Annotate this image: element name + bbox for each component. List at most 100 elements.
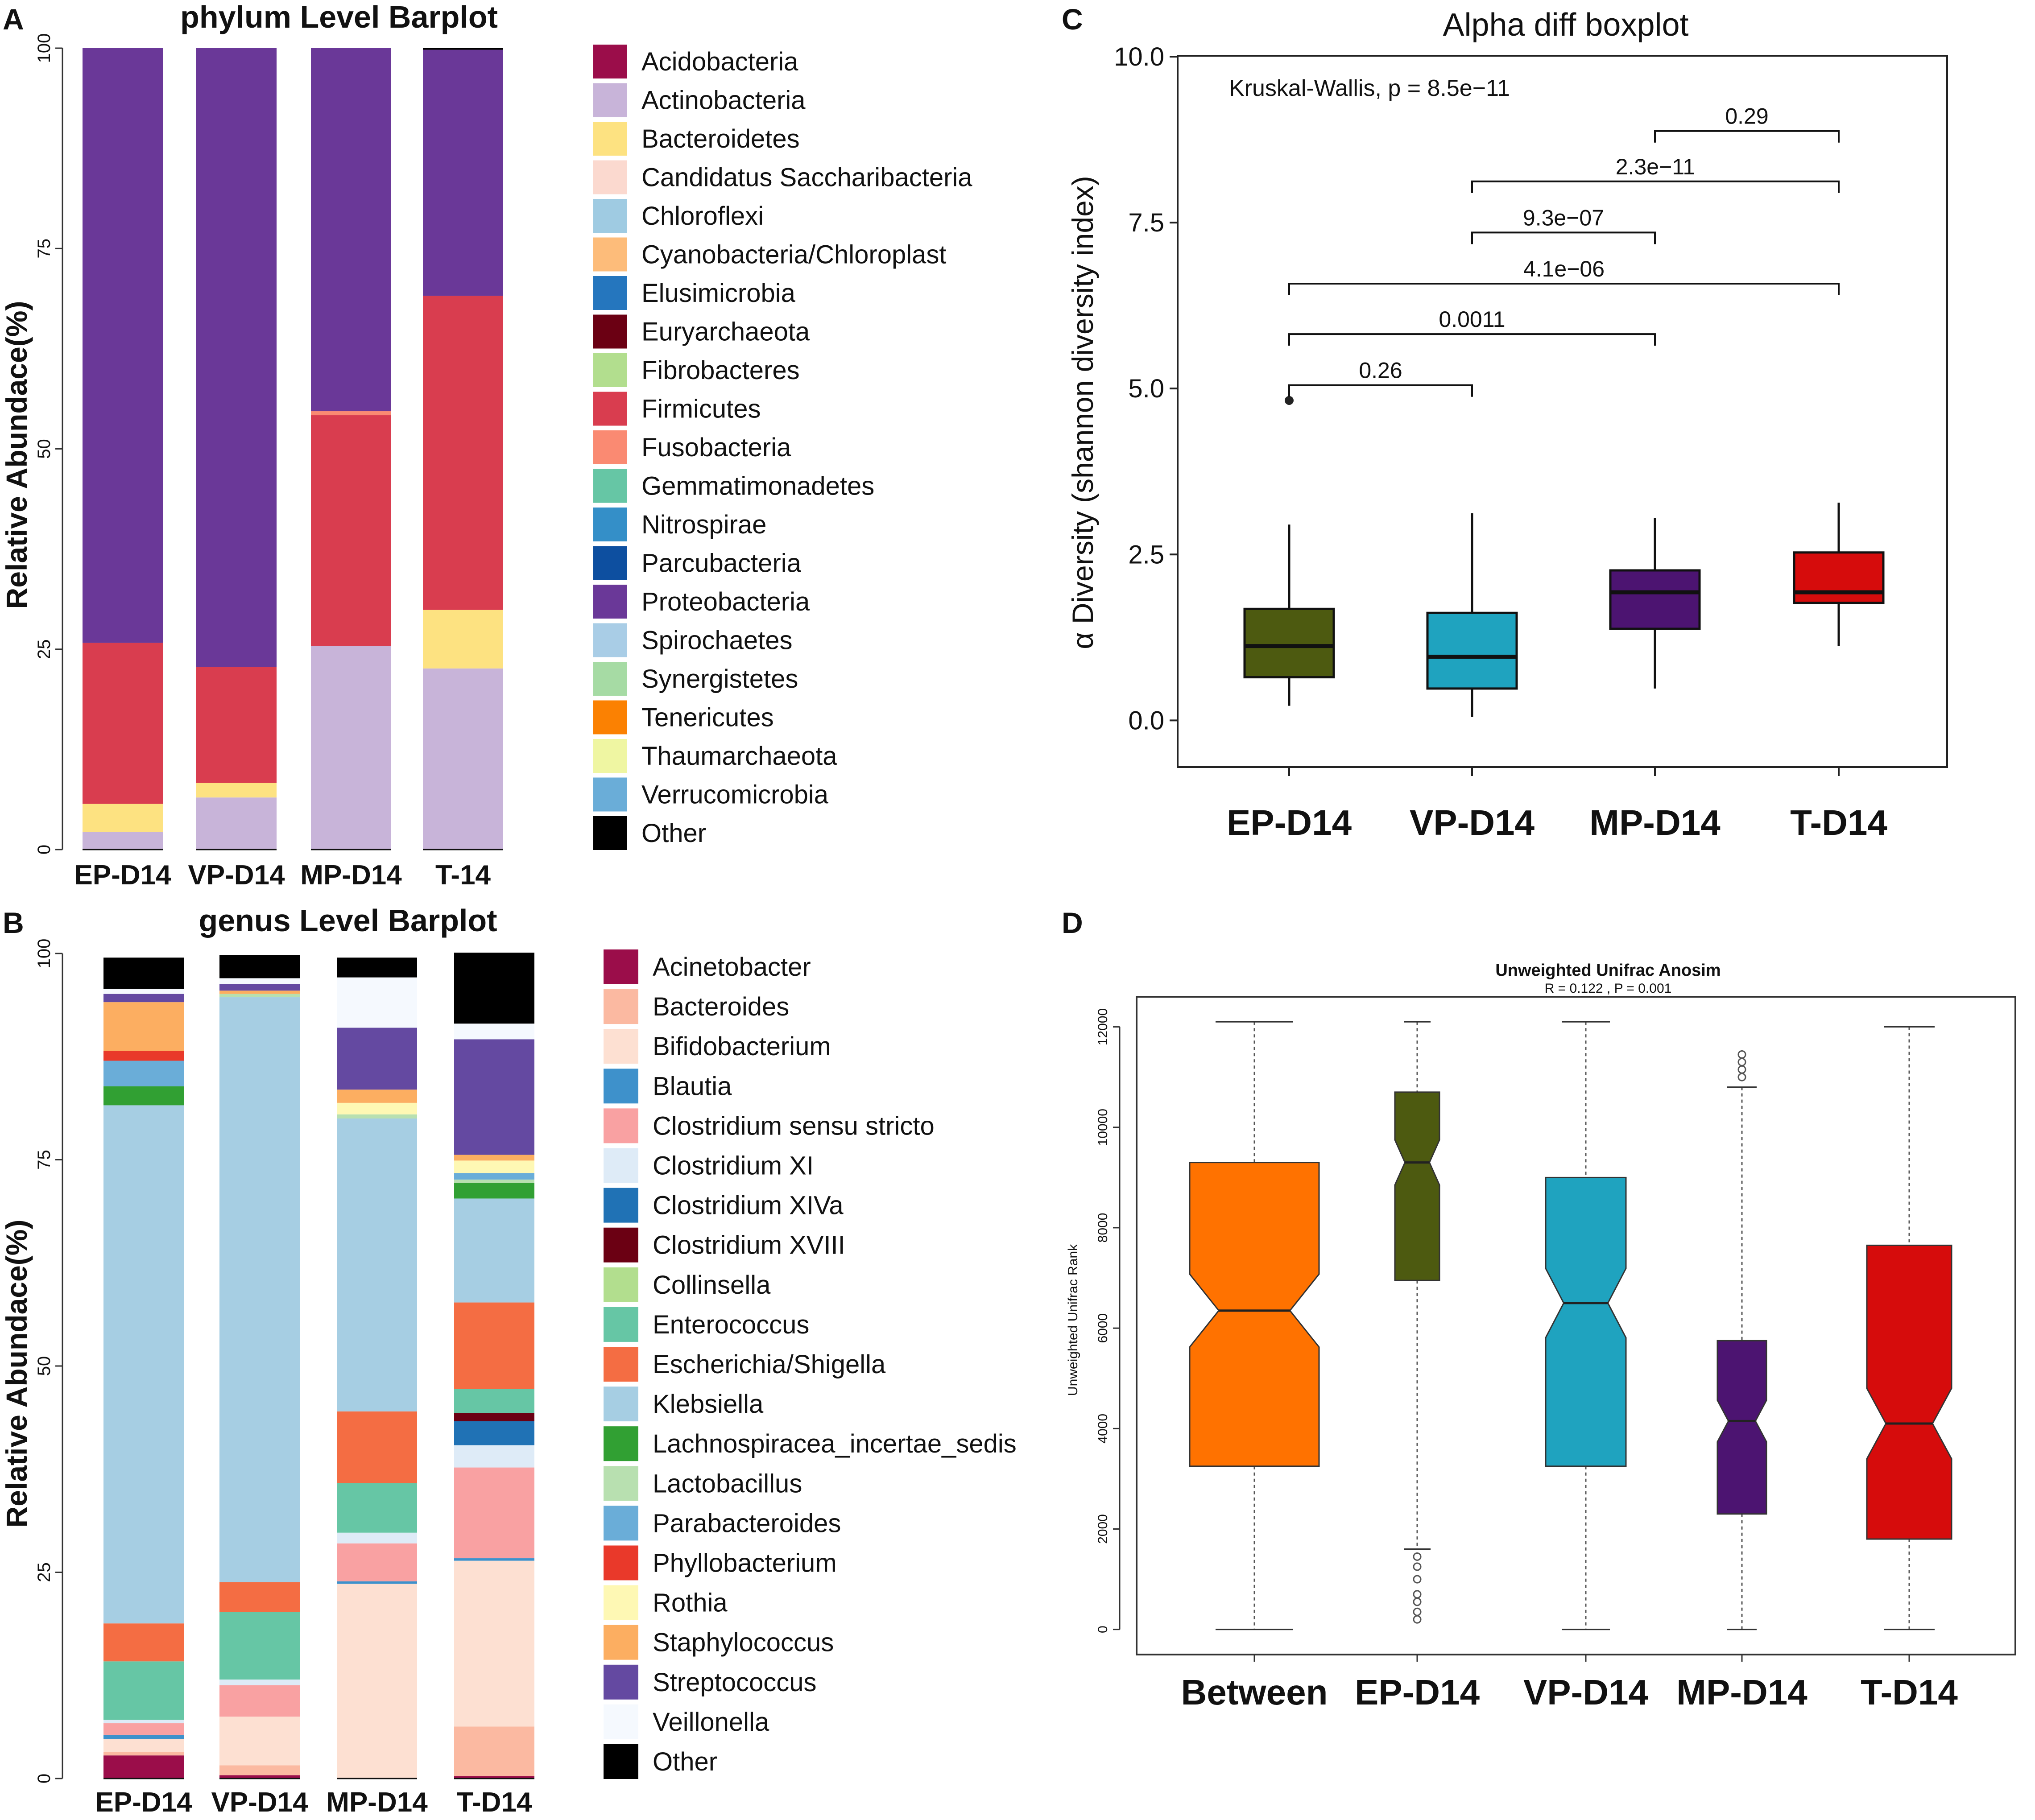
panelB-bar-vp-d14-other (219, 955, 300, 978)
panel-d-outlier-mp-d14 (1737, 1050, 1746, 1059)
panelA-y-tick-label: 50 (34, 439, 54, 459)
panel-c-box-vp-d14 (1426, 611, 1518, 690)
panel-d-x-label-vp-d14: VP-D14 (1523, 1672, 1649, 1712)
panel-d-outlier-ep-d14 (1413, 1552, 1422, 1561)
panel-c-x-label-t-d14: T-D14 (1790, 803, 1887, 842)
panel-d-label: D (1062, 906, 1083, 939)
panelB-bar-ep-d14-enterococcus (103, 1661, 184, 1720)
panelA-legend-label-fusobacteria: Fusobacteria (641, 433, 791, 462)
panelB-bar-mp-d14-other (337, 957, 417, 978)
panelB-legend-swatch-other (604, 1744, 638, 1779)
panelB-bar-mp-d14-bifidobacterium (337, 1584, 417, 1779)
panel-c-bracket-mp-d14-t-d14 (1654, 130, 1840, 143)
panel-c-pvalue-ep-d14-mp-d14: 0.0011 (1439, 307, 1505, 332)
panelB-legend-label-rothia: Rothia (653, 1589, 728, 1618)
panelB-legend-label-clostridium-xiva: Clostridium XIVa (653, 1191, 844, 1220)
panelA-legend-label-spirochaetes: Spirochaetes (641, 626, 793, 655)
panelA-bar-ep-d14-bacteroidetes (83, 804, 163, 832)
panelB-legend-swatch-clostridium-xiva (604, 1188, 638, 1223)
panelB-bar-t-d14-rothia (454, 1160, 534, 1173)
panel-d-ylabel: Unweighted Unifrac Rank (1066, 1244, 1080, 1396)
panel-d-box-t-d14 (1866, 1244, 1952, 1540)
panelB-bar-mp-d14-clostridium-xi (337, 1532, 417, 1543)
panelA-legend-label-firmicutes: Firmicutes (641, 395, 761, 424)
panel-b-bars (103, 953, 534, 1779)
panel-d-y-tick-label: 0 (1096, 1626, 1110, 1633)
panelB-bar-mp-d14-veillonella (337, 977, 417, 1028)
panel-d-title: Unweighted Unifrac Anosim (1495, 961, 1721, 980)
panelB-legend-swatch-phyllobacterium (604, 1545, 638, 1581)
panelB-bar-mp-d14-streptococcus (337, 1028, 417, 1090)
panel-c-plot-frame (1177, 55, 1948, 768)
panelB-bar-ep-d14-escherichia-shigella (103, 1623, 184, 1662)
panelB-x-label-vp-d14: VP-D14 (211, 1787, 308, 1818)
panel-c-comparisons: 0.26 0.0011 4.1e−06 9.3e−07 2.3e−11 0.29 (1288, 104, 1840, 397)
panel-c-pvalue-vp-d14-t-d14: 2.3e−11 (1616, 154, 1695, 179)
panelA-legend-label-thaumarchaeota: Thaumarchaeota (641, 742, 837, 771)
panelB-bar-t-d14-klebsiella (454, 1198, 534, 1303)
panelA-legend-swatch-synergistetes (593, 662, 627, 696)
panel-c-y-tick-label: 10.0 (1114, 42, 1164, 71)
panelA-bar-t-14-proteobacteria (423, 50, 503, 296)
panelA-legend-swatch-nitrospirae (593, 508, 627, 541)
panelB-y-tick-label: 75 (34, 1150, 54, 1170)
panelA-legend-swatch-elusimicrobia (593, 276, 627, 310)
panelB-bar-ep-d14-phyllobacterium (103, 1051, 184, 1061)
panel-a-label: A (3, 3, 24, 36)
panel-d-y-axis: 0 2000 4000 6000 8000 10000 12000 (1096, 1008, 1121, 1633)
panelA-legend-swatch-spirochaetes (593, 623, 627, 657)
panelB-bar-t-d14-lachnospiracea-incertae-sedis (454, 1183, 534, 1199)
panelA-y-tick-label: 75 (34, 239, 54, 259)
panelB-bar-t-d14-enterococcus (454, 1389, 534, 1413)
panelB-bar-vp-d14-streptococcus (219, 984, 300, 991)
panel-c-pvalue-mp-d14-t-d14: 0.29 (1725, 104, 1768, 129)
panelB-bar-ep-d14-lachnospiracea-incertae-sedis (103, 1086, 184, 1106)
panelB-bar-ep-d14-blautia (103, 1734, 184, 1739)
panelA-legend-label-cyanobacteria-chloroplast: Cyanobacteria/Chloroplast (641, 240, 946, 269)
panelB-bar-t-d14-escherichia-shigella (454, 1302, 534, 1389)
panelA-legend-label-verrucomicrobia: Verrucomicrobia (641, 780, 829, 809)
panel-c-title: Alpha diff boxplot (1443, 7, 1688, 43)
panelA-legend-swatch-gemmatimonadetes (593, 469, 627, 503)
panel-c-y-tick-label: 0.0 (1128, 706, 1164, 735)
panelA-x-label-t-14: T-14 (435, 860, 491, 891)
panel-d-x-label-ep-d14: EP-D14 (1355, 1672, 1480, 1712)
panel-c-y-axis: 0.0 2.5 5.0 7.5 10.0 (1114, 42, 1178, 735)
panelB-legend-label-parabacteroides: Parabacteroides (653, 1509, 841, 1538)
panelB-legend-swatch-bifidobacterium (604, 1029, 638, 1064)
panel-c-x-axis: EP-D14 VP-D14 MP-D14 T-D14 (1227, 767, 1887, 842)
panelA-bar-ep-d14-actinobacteria (83, 832, 163, 850)
panel-a-ylabel: Relative Abundace(%) (0, 301, 33, 609)
panelB-legend-swatch-parabacteroides (604, 1506, 638, 1541)
panel-b-ylabel: Relative Abundace(%) (0, 1220, 33, 1528)
panelA-x-label-vp-d14: VP-D14 (188, 860, 285, 891)
panel-d-y-tick-label: 8000 (1096, 1213, 1110, 1243)
panel-c-bracket-ep-d14-vp-d14 (1288, 384, 1473, 397)
panelA-legend-label-gemmatimonadetes: Gemmatimonadetes (641, 472, 874, 501)
panelA-legend-swatch-firmicutes (593, 392, 627, 426)
panelB-bar-t-d14-staphylococcus (454, 1155, 534, 1161)
panel-d-y-tick-label: 10000 (1096, 1109, 1110, 1146)
panel-c-y-tick-label: 7.5 (1128, 208, 1164, 237)
panelA-bar-mp-d14-actinobacteria (311, 646, 391, 850)
panelB-bar-t-d14-acinetobacter (454, 1776, 534, 1779)
panelB-legend-swatch-klebsiella (604, 1387, 638, 1422)
panelA-legend-swatch-fusobacteria (593, 430, 627, 464)
panel-d-x-label-t-d14: T-D14 (1861, 1672, 1958, 1712)
panelA-legend-swatch-parcubacteria (593, 546, 627, 580)
panelB-bar-t-d14-bacteroides (454, 1726, 534, 1776)
panel-c-alpha-boxplot: C Alpha diff boxplot Kruskal-Wallis, p =… (1062, 3, 1948, 842)
panelB-bar-mp-d14-staphylococcus (337, 1090, 417, 1103)
panelB-bar-vp-d14-lactobacillus (219, 994, 300, 998)
panelB-bar-mp-d14-escherichia-shigella (337, 1411, 417, 1483)
panelB-bar-ep-d14-streptococcus (103, 994, 184, 1003)
panel-a-y-axis: 0 25 50 75 100 (34, 33, 63, 854)
panelB-legend-label-bifidobacterium: Bifidobacterium (653, 1032, 831, 1061)
panelA-legend-swatch-proteobacteria (593, 585, 627, 619)
panel-d-outlier-ep-d14 (1413, 1597, 1422, 1606)
panelB-legend-swatch-lactobacillus (604, 1466, 638, 1501)
panelB-bar-t-d14-lactobacillus (454, 1179, 534, 1183)
panelB-bar-t-d14-other (454, 953, 534, 1024)
panelB-legend-label-veillonella: Veillonella (653, 1708, 769, 1737)
panelA-bar-vp-d14-proteobacteria (196, 48, 277, 667)
